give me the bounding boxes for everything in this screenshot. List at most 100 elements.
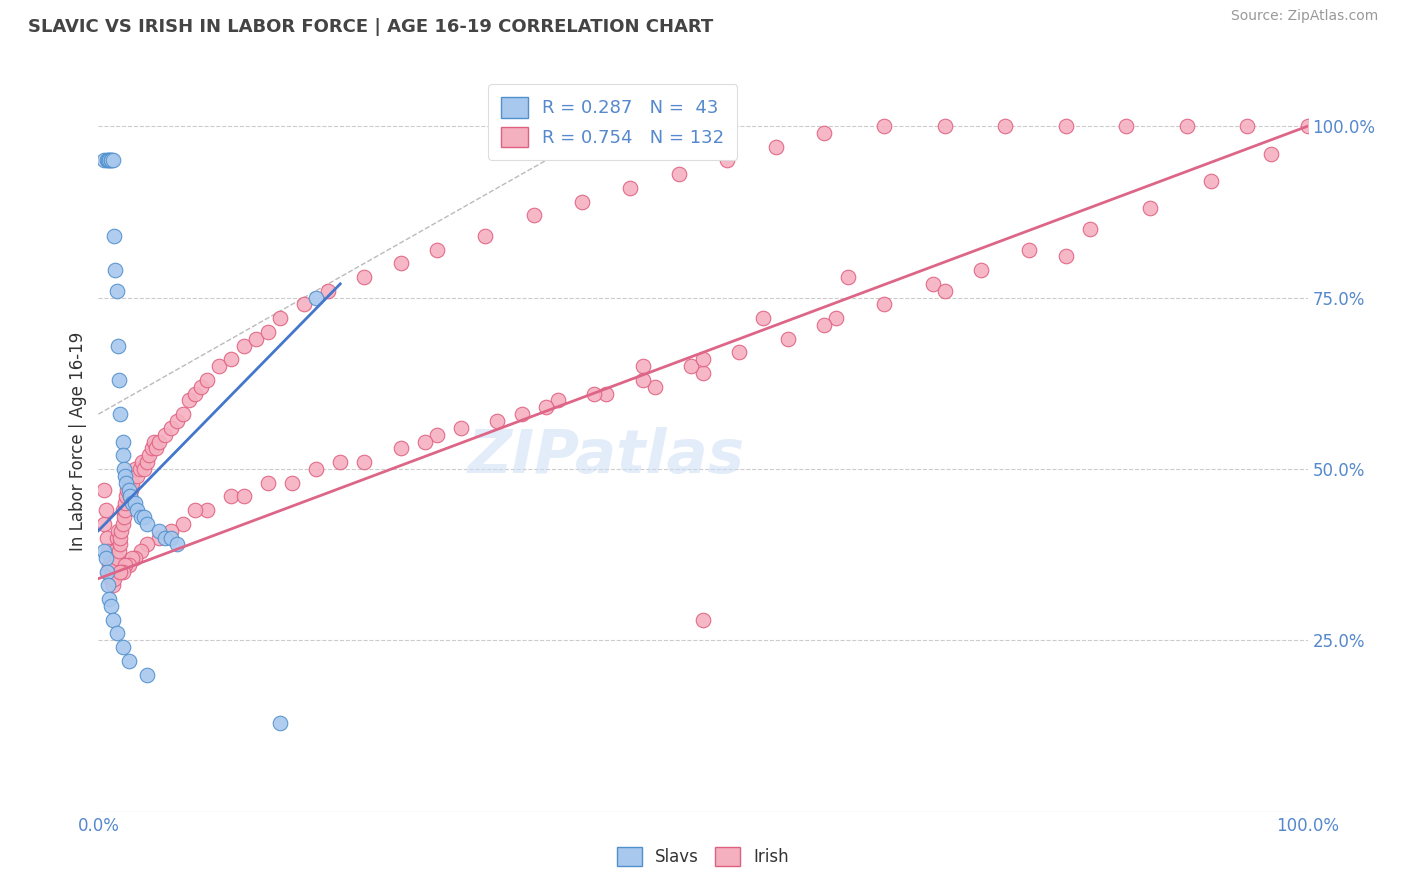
Point [108,373,131,387]
Point [135,516,157,531]
Point [232,338,254,352]
Point [93,544,115,558]
Point [111,448,134,462]
Point [221,489,243,503]
Point [97,565,120,579]
Point [190,380,212,394]
Point [305,462,328,476]
Point [134,462,156,476]
Point [112,510,135,524]
Point [107,338,129,352]
Point [426,427,449,442]
Point [716,153,738,168]
Point [166,537,188,551]
Point [141,442,163,456]
Point [104,544,127,558]
Point [111,516,134,531]
Point [103,558,125,572]
Text: Source: ZipAtlas.com: Source: ZipAtlas.com [1230,9,1378,23]
Point [101,578,124,592]
Point [121,496,143,510]
Point [1054,250,1077,264]
Point [100,565,122,579]
Point [131,455,153,469]
Point [94,551,117,566]
Point [110,524,132,538]
Point [172,407,194,421]
Point [245,332,267,346]
Point [129,544,152,558]
Point [135,667,157,681]
Point [108,544,131,558]
Point [692,352,714,367]
Point [108,537,131,551]
Point [644,380,666,394]
Point [108,531,131,545]
Point [619,181,641,195]
Point [124,496,146,510]
Point [970,263,993,277]
Point [692,613,714,627]
Point [129,510,152,524]
Point [107,524,129,538]
Point [934,119,956,133]
Point [873,119,896,133]
Point [316,284,339,298]
Y-axis label: In Labor Force | Age 16-19: In Labor Force | Age 16-19 [69,332,87,551]
Text: SLAVIC VS IRISH IN LABOR FORCE | AGE 16-19 CORRELATION CHART: SLAVIC VS IRISH IN LABOR FORCE | AGE 16-… [28,18,713,36]
Point [256,325,278,339]
Point [232,489,254,503]
Point [153,427,176,442]
Point [112,462,135,476]
Point [474,228,496,243]
Point [105,284,128,298]
Point [108,407,131,421]
Point [145,442,167,456]
Point [114,468,136,483]
Point [111,565,134,579]
Point [329,455,352,469]
Point [103,228,125,243]
Point [728,345,751,359]
Point [124,551,146,566]
Legend: R = 0.287   N =  43, R = 0.754   N = 132: R = 0.287 N = 43, R = 0.754 N = 132 [488,84,737,160]
Point [752,311,775,326]
Point [184,503,207,517]
Text: ZIPatlas: ZIPatlas [468,427,745,486]
Point [111,434,134,449]
Point [101,153,124,168]
Point [135,537,157,551]
Point [121,475,143,490]
Point [873,297,896,311]
Point [184,386,207,401]
Point [98,592,121,607]
Point [269,311,291,326]
Point [101,558,124,572]
Point [195,503,218,517]
Point [127,468,149,483]
Point [105,626,128,640]
Point [118,483,141,497]
Point [105,551,128,566]
Point [1054,119,1077,133]
Point [413,434,436,449]
Point [111,503,134,517]
Point [114,503,136,517]
Point [668,167,690,181]
Point [114,496,136,510]
Point [595,386,617,401]
Point [108,565,131,579]
Point [1260,146,1282,161]
Point [221,352,243,367]
Point [813,318,835,332]
Point [128,462,150,476]
Legend: Slavs, Irish: Slavs, Irish [609,838,797,875]
Point [148,524,170,538]
Point [692,366,714,380]
Point [837,270,859,285]
Point [1078,222,1101,236]
Point [450,421,472,435]
Point [179,393,201,408]
Point [98,153,121,168]
Point [631,373,654,387]
